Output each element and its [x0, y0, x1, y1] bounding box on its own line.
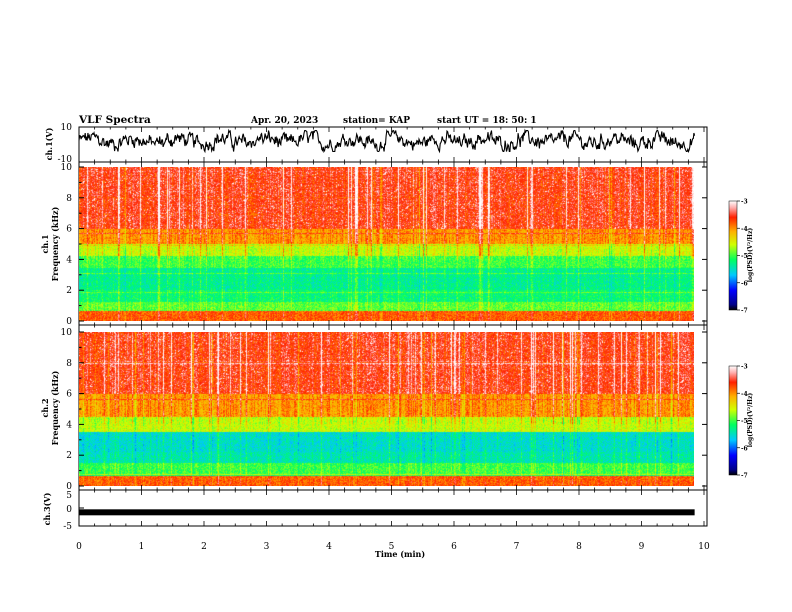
- ch1-spectrogram-ylabel-freq: Frequency (kHz): [50, 206, 60, 281]
- x-tick-label: 4: [326, 542, 332, 552]
- x-tick-label: 1: [139, 542, 145, 552]
- ch1-waveform-panel: 10 -10 ch.1(V): [44, 123, 708, 165]
- ch1-colorbar-tick-label: -4: [741, 226, 748, 233]
- ch1-colorbar-tick-label: -5: [741, 253, 748, 260]
- ch2-colorbar-tick-label: -6: [741, 445, 748, 452]
- x-tick-label: 5: [389, 542, 395, 552]
- x-axis-tick-labels: 0 1 2 3 4 5 6 7 8 9 10: [76, 542, 710, 552]
- ch2-spectrogram-heatmap: [79, 332, 694, 486]
- ch1-waveform-line: [78, 128, 696, 154]
- ch1-colorbar-label: log(PSD)(V²/Hz): [747, 228, 754, 283]
- ch3-waveform-ylabel: ch.3(V): [42, 492, 52, 525]
- ch1-spec-ytick-label: 0: [66, 317, 72, 327]
- ch3-waveform-line: [79, 509, 695, 516]
- ch2-spec-ytick-label: 8: [66, 359, 72, 369]
- ch1-spec-ytick-label: 10: [61, 163, 73, 173]
- ch1-ytick-top: 10: [61, 123, 73, 133]
- ch2-spectrogram-panel: 0 2 4 6 8 10 ch.2 Frequency (kHz): [40, 324, 708, 492]
- figure-title: VLF Spectra: [78, 114, 151, 126]
- x-tick-label: 7: [514, 542, 520, 552]
- ch2-spectrogram-ylabel-freq: Frequency (kHz): [50, 370, 60, 445]
- ch1-spec-ytick-label: 2: [66, 286, 72, 296]
- x-axis-label: Time (min): [375, 549, 425, 559]
- ch1-spectrogram-axes: 0 2 4 6 8 10: [61, 162, 707, 327]
- ch2-colorbar-tick-label: -3: [741, 364, 748, 371]
- ch1-colorbar-tick-label: -7: [741, 308, 748, 315]
- ch1-colorbar-gradient: [728, 200, 738, 311]
- station-label: station= KAP: [343, 116, 410, 126]
- ch3-waveform-panel: 5 0 -5 ch.3(V): [42, 489, 708, 532]
- ch1-spec-ytick-label: 8: [66, 194, 72, 204]
- x-tick-label: 3: [264, 542, 270, 552]
- ch1-spec-ytick-label: 6: [66, 225, 72, 235]
- ch2-spec-ytick-label: 6: [66, 390, 72, 400]
- ch1-colorbar-tick-label: -3: [741, 199, 748, 206]
- ch2-colorbar-tick-label: -5: [741, 418, 748, 425]
- ch2-colorbar-label: log(PSD)(V²/Hz): [747, 393, 754, 448]
- ch2-spec-ytick-label: 4: [66, 420, 72, 430]
- ch1-spectrogram-ylabel-ch: ch.1: [40, 234, 50, 253]
- ch1-waveform-ylabel: ch.1(V): [44, 127, 54, 160]
- ch1-spec-ytick-label: 4: [66, 255, 72, 265]
- x-tick-label: 10: [698, 542, 710, 552]
- ch2-spec-ytick-label: 2: [66, 451, 72, 461]
- ch2-spec-ytick-label: 10: [61, 328, 73, 338]
- x-tick-label: 8: [576, 542, 582, 552]
- x-tick-label: 0: [76, 542, 82, 552]
- ch1-spectrogram-heatmap: [79, 167, 694, 321]
- start-time-label: start UT = 18: 50: 1: [437, 116, 537, 126]
- ch1-spectrogram-panel: 0 2 4 6 8 10 ch.1 Frequency (kHz): [40, 161, 708, 327]
- ch2-colorbar-gradient: [728, 365, 738, 476]
- ch2-colorbar-tick-label: -4: [741, 391, 748, 398]
- ch3-ytick-mid: 0: [66, 505, 72, 515]
- ch3-ticks: [78, 489, 705, 527]
- ch3-ytick-top: 5: [66, 491, 72, 501]
- ch2-spectrogram-ylabel-ch: ch.2: [40, 398, 50, 417]
- ch1-colorbar: -3 -4 -5 -6 -7 log(PSD)(V²/Hz): [728, 199, 754, 315]
- x-tick-label: 6: [451, 542, 457, 552]
- ch2-colorbar: -3 -4 -5 -6 -7 log(PSD)(V²/Hz): [728, 364, 754, 480]
- date-label: Apr. 20, 2023: [250, 116, 318, 126]
- x-tick-label: 2: [201, 542, 207, 552]
- x-tick-label: 9: [639, 542, 645, 552]
- ch2-spec-ytick-label: 0: [66, 482, 72, 492]
- ch3-ytick-bottom: -5: [63, 522, 72, 532]
- ch2-colorbar-tick-label: -7: [741, 473, 748, 480]
- ch1-colorbar-tick-label: -6: [741, 280, 748, 287]
- ch1-ytick-bottom: -10: [58, 155, 73, 165]
